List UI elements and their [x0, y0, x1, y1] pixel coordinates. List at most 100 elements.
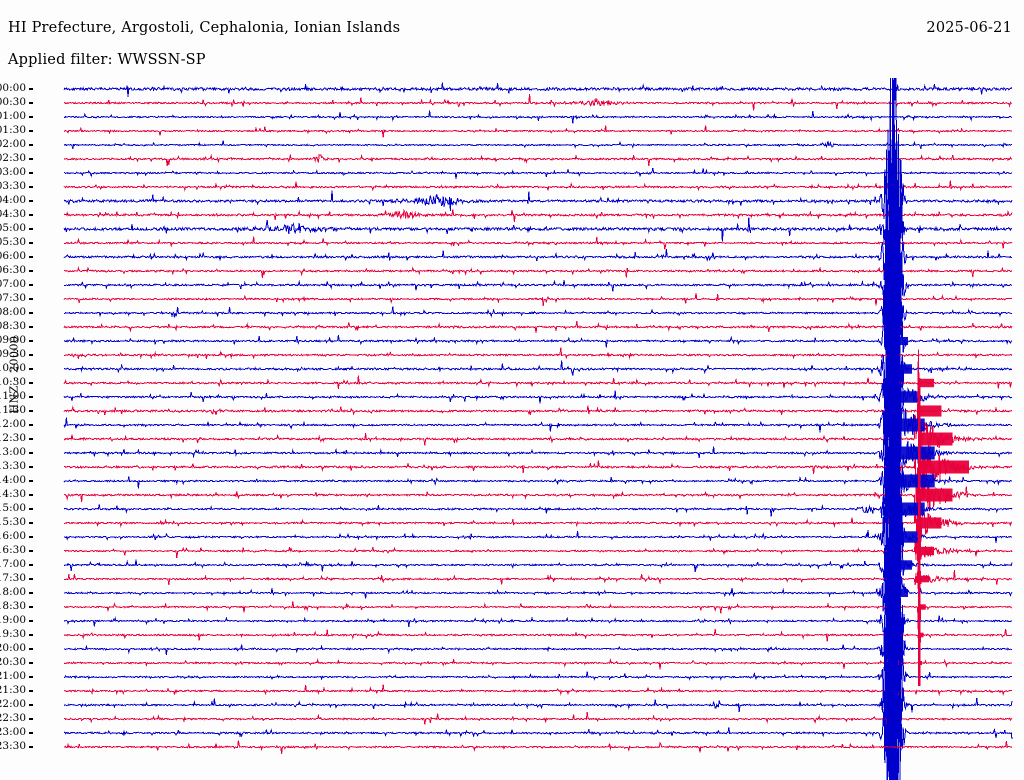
- time-axis: 00:00 00:30 01:00 01:30 02:00 02:30 03:00 03:30…: [0, 78, 64, 780]
- axis-tick: [29, 186, 33, 188]
- main-event-red-coda: [919, 405, 942, 417]
- time-axis-label: 06:30: [0, 264, 26, 276]
- axis-tick: [29, 746, 33, 748]
- time-axis-label: 07:30: [0, 292, 26, 304]
- axis-tick: [29, 326, 33, 328]
- axis-tick: [29, 368, 33, 370]
- main-event-blue-coda: [897, 474, 935, 488]
- axis-tick: [29, 578, 33, 580]
- time-axis-label: 18:30: [0, 600, 26, 612]
- time-axis-label: 15:00: [0, 502, 26, 514]
- time-axis-label: 02:30: [0, 152, 26, 164]
- time-axis-label: 23:00: [0, 726, 26, 738]
- time-axis-label: 00:30: [0, 96, 26, 108]
- axis-tick: [29, 158, 33, 160]
- axis-tick: [29, 130, 33, 132]
- main-event-red-coda: [919, 488, 953, 502]
- main-event-red-coda: [919, 432, 953, 446]
- seismic-trace: [63, 140, 1012, 149]
- seismic-trace: [63, 93, 1013, 111]
- axis-tick: [29, 284, 33, 286]
- axis-tick: [29, 592, 33, 594]
- main-event-blue-coda: [897, 502, 925, 516]
- seismic-trace: [63, 386, 1013, 575]
- axis-tick: [29, 354, 33, 356]
- main-event-blue-coda: [897, 560, 912, 570]
- time-axis-label: 20:30: [0, 656, 26, 668]
- main-event-blue-coda: [897, 336, 909, 346]
- time-axis-label: 14:00: [0, 474, 26, 486]
- axis-tick: [29, 676, 33, 678]
- seismic-trace: [63, 482, 1013, 753]
- axis-tick: [29, 690, 33, 692]
- seismic-trace: [63, 394, 1012, 643]
- axis-tick: [29, 480, 33, 482]
- axis-tick: [29, 312, 33, 314]
- time-axis-label: 21:00: [0, 670, 26, 682]
- seismic-trace: [63, 684, 1012, 697]
- axis-tick: [29, 88, 33, 90]
- axis-tick: [29, 424, 33, 426]
- seismic-trace: [63, 167, 1013, 179]
- time-axis-label: 22:30: [0, 712, 26, 724]
- axis-tick: [29, 494, 33, 496]
- axis-tick: [29, 172, 33, 174]
- seismic-trace: [63, 514, 1013, 598]
- axis-tick: [29, 438, 33, 440]
- axis-tick: [29, 662, 33, 664]
- time-axis-label: 01:30: [0, 124, 26, 136]
- axis-tick: [29, 144, 33, 146]
- seismic-trace: [63, 82, 1013, 97]
- time-axis-label: 16:00: [0, 530, 26, 542]
- main-event-red-coda: [919, 460, 969, 474]
- time-axis-label: 07:00: [0, 278, 26, 290]
- time-axis-label: 01:00: [0, 110, 26, 122]
- main-event-blue-coda: [897, 617, 906, 625]
- time-axis-label: 08:30: [0, 320, 26, 332]
- axis-tick: [29, 242, 33, 244]
- page-title: HI Prefecture, Argostoli, Cephalonia, Io…: [8, 20, 401, 36]
- seismic-trace: [63, 601, 1013, 635]
- seismic-trace: [63, 544, 1013, 586]
- time-axis-label: 03:30: [0, 180, 26, 192]
- axis-tick: [29, 452, 33, 454]
- seismic-trace: [63, 225, 1013, 501]
- time-axis-label: 18:00: [0, 586, 26, 598]
- trace-svg: [63, 78, 1013, 780]
- time-axis-label: 09:00: [0, 334, 26, 346]
- axis-tick: [29, 270, 33, 272]
- main-event-blue-coda: [897, 364, 912, 374]
- seismic-trace: [63, 321, 1013, 334]
- time-axis-label: 13:00: [0, 446, 26, 458]
- axis-tick: [29, 298, 33, 300]
- seismic-trace: [63, 362, 1013, 618]
- time-axis-label: 19:30: [0, 628, 26, 640]
- time-axis-label: 12:30: [0, 432, 26, 444]
- axis-tick: [29, 466, 33, 468]
- axis-tick: [29, 732, 33, 734]
- seismic-trace: [63, 657, 1013, 670]
- axis-tick: [29, 256, 33, 258]
- time-axis-label: 00:00: [0, 82, 26, 94]
- axis-tick: [29, 340, 33, 342]
- main-event-red-coda: [919, 575, 930, 583]
- axis-tick: [29, 536, 33, 538]
- axis-tick: [29, 606, 33, 608]
- axis-tick: [29, 718, 33, 720]
- time-axis-label: 14:30: [0, 488, 26, 500]
- main-event-red-coda: [919, 546, 935, 556]
- seismic-trace: [63, 506, 1013, 586]
- main-event-red-coda: [919, 660, 923, 666]
- axis-tick: [29, 116, 33, 118]
- time-axis-label: 02:00: [0, 138, 26, 150]
- seismic-trace: [63, 510, 1013, 780]
- time-axis-label: 10:00: [0, 362, 26, 374]
- main-event-red-spike: [918, 378, 921, 686]
- time-axis-label: 23:30: [0, 740, 26, 752]
- main-event-blue-coda: [897, 418, 925, 432]
- main-event-blue-coda: [897, 645, 903, 653]
- seismic-trace: [63, 180, 1013, 192]
- time-axis-label: 04:00: [0, 194, 26, 206]
- axis-tick: [29, 648, 33, 650]
- time-axis-label: 21:30: [0, 684, 26, 696]
